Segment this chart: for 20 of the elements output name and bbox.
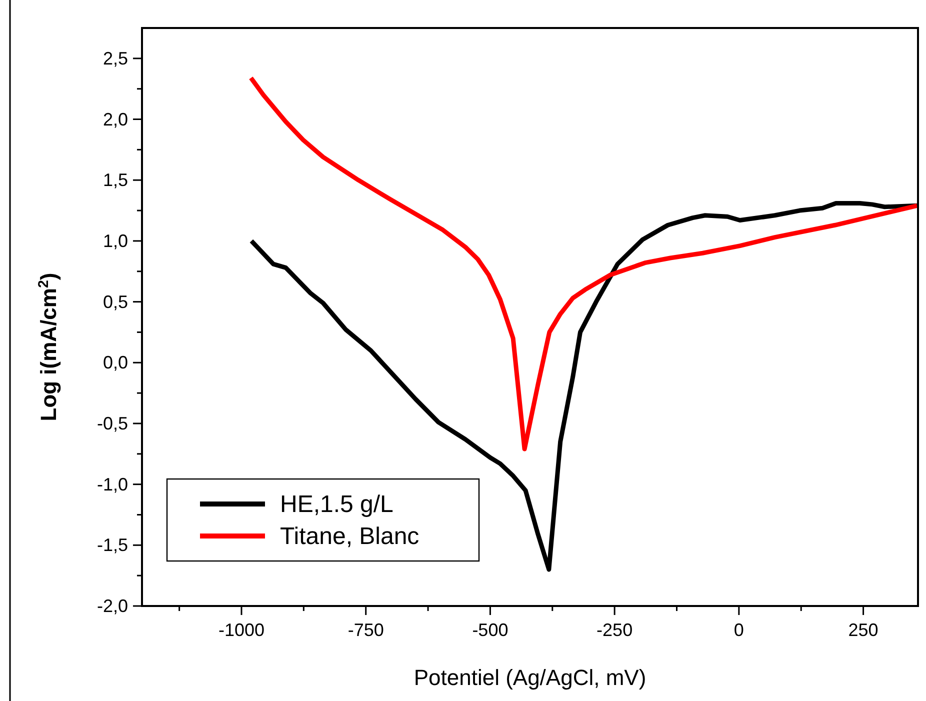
legend-label: HE,1.5 g/L	[280, 491, 394, 518]
y-tick-label: -1,0	[96, 474, 128, 494]
x-tick-label: -1000	[218, 620, 265, 640]
y-tick-label: 2,0	[102, 109, 128, 130]
y-tick-label: -2,0	[96, 596, 128, 616]
y-tick-label: 2,5	[102, 48, 128, 68]
y-tick-label: -0,5	[96, 413, 128, 434]
y-tick-label: 1,5	[102, 170, 128, 190]
x-axis-title: Potentiel (Ag/AgCl, mV)	[414, 665, 646, 690]
legend-label: Titane, Blanc	[280, 523, 420, 550]
y-tick-label: 0,5	[102, 292, 128, 312]
x-tick-label: 0	[734, 620, 744, 640]
x-tick-label: -500	[472, 620, 508, 640]
y-tick-label: 1,0	[102, 230, 128, 251]
x-tick-label: 250	[848, 620, 878, 640]
x-tick-label: -250	[596, 620, 633, 640]
y-tick-label: -1,5	[96, 535, 128, 556]
y-tick-label: 0,0	[102, 352, 128, 373]
x-tick-label: -750	[348, 620, 384, 640]
line-series	[248, 76, 920, 452]
